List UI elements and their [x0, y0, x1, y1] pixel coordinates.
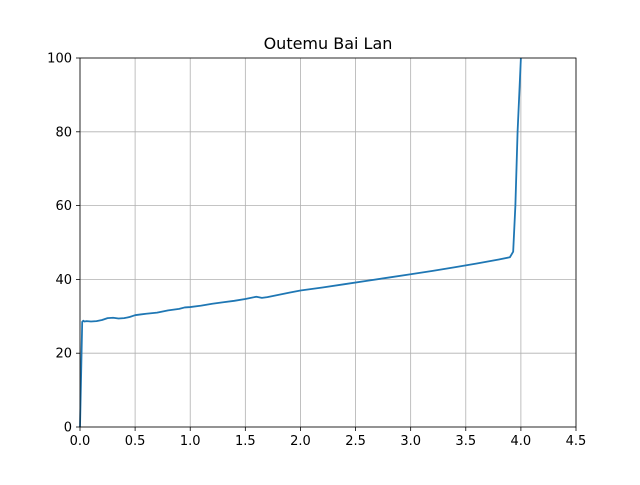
x-axis: 0.0 0.5 1.0 1.5 2.0 2.5 3.0 3.5 4.0 4.5 — [70, 427, 587, 449]
series-layer — [79, 57, 522, 428]
x-tick-label: 1.5 — [235, 434, 256, 449]
x-tick-label: 1.0 — [180, 434, 201, 449]
chart-title: Outemu Bai Lan — [264, 34, 393, 53]
y-tick-label: 20 — [55, 347, 72, 362]
x-tick-label: 0.5 — [125, 434, 146, 449]
series-line — [79, 57, 522, 428]
x-tick-label: 2.0 — [290, 434, 311, 449]
axes-frame — [79, 57, 577, 428]
plot-area — [80, 58, 576, 427]
x-tick-label: 3.5 — [455, 434, 476, 449]
x-tick-label: 4.5 — [566, 434, 587, 449]
x-tick-label: 2.5 — [345, 434, 366, 449]
x-tick-label: 0.0 — [70, 434, 91, 449]
y-tick-label: 60 — [55, 199, 72, 214]
y-tick-label: 80 — [55, 125, 72, 140]
x-tick-label: 4.0 — [511, 434, 532, 449]
y-axis: 0 20 40 60 80 100 — [47, 52, 80, 436]
y-tick-label: 40 — [55, 273, 72, 288]
y-tick-label: 100 — [47, 52, 72, 67]
x-tick-label: 3.0 — [400, 434, 421, 449]
y-tick-label: 0 — [64, 421, 72, 436]
